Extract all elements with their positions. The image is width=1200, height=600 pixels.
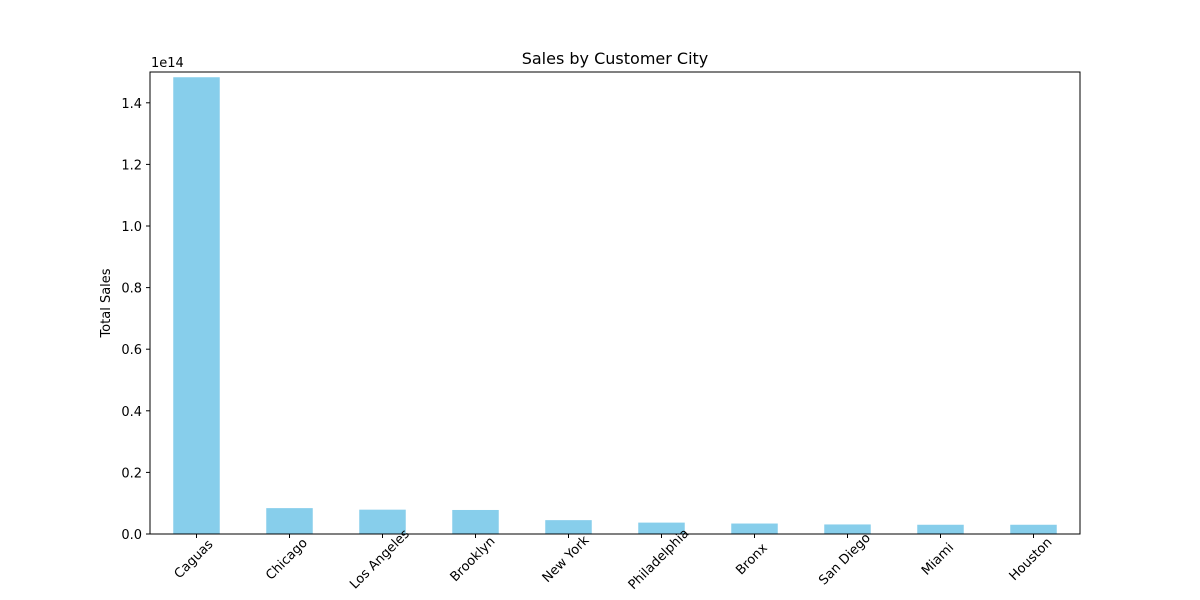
bars-group [173, 77, 1057, 535]
y-tick-label: 1.4 [121, 97, 142, 112]
x-tick-label: Bronx [733, 541, 771, 579]
bar-new-york [545, 520, 592, 534]
bar-philadelphia [638, 522, 685, 534]
x-tick-label: Houston [1007, 535, 1056, 584]
y-axis: 0.0 0.2 0.4 0.6 0.8 1.0 1.2 1.4 [121, 97, 150, 543]
y-tick-label: 1.2 [121, 158, 142, 173]
y-tick-label: 0.4 [121, 405, 142, 420]
plot-frame [149, 71, 1081, 535]
y-tick-label: 0.8 [121, 282, 142, 297]
bar-brooklyn [452, 509, 499, 534]
x-tick-label: Brooklyn [448, 534, 499, 585]
bar-chicago [266, 508, 313, 534]
y-axis-label: Total Sales [99, 268, 114, 338]
bar-san-diego [824, 524, 871, 534]
x-tick-label: Caguas [172, 537, 217, 582]
x-tick-label: Miami [919, 540, 957, 578]
chart-title: Sales by Customer City [522, 49, 709, 68]
x-axis: Caguas Chicago Los Angeles Brooklyn New York… [172, 526, 1056, 593]
x-tick-label: San Diego [816, 531, 874, 589]
bar-bronx [731, 523, 778, 534]
x-tick-label: Philadelphia [626, 526, 693, 593]
bar-los-angeles [359, 509, 406, 534]
bar-caguas [173, 77, 220, 535]
bar-houston [1010, 524, 1057, 534]
bar-miami [917, 524, 964, 534]
y-tick-label: 1.0 [121, 220, 142, 235]
x-tick-label: Chicago [263, 536, 311, 584]
y-tick-label: 0.2 [121, 466, 142, 481]
x-tick-label: Los Angeles [347, 527, 413, 593]
y-offset-label: 1e14 [151, 56, 184, 71]
y-tick-label: 0.6 [121, 343, 142, 358]
y-tick-label: 0.0 [121, 528, 142, 543]
x-tick-label: New York [540, 533, 593, 586]
